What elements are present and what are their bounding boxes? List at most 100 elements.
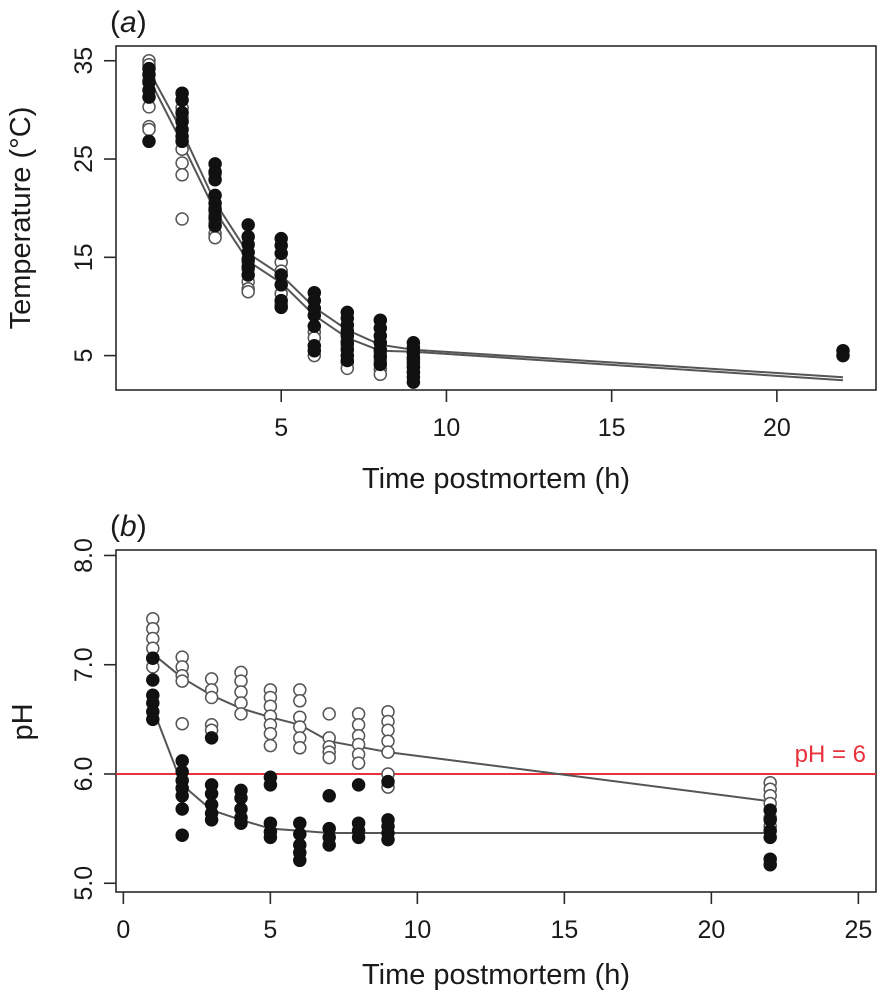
filled-point	[204, 813, 219, 827]
open-point	[263, 726, 278, 741]
open-point	[204, 672, 219, 686]
y-tick-label: 5.0	[70, 866, 98, 901]
open-point	[175, 212, 189, 226]
filled-point	[175, 789, 189, 803]
filled-point	[351, 830, 366, 845]
filled-point	[381, 832, 395, 847]
open-point	[175, 156, 189, 170]
panel-b-ph-chart: (b) 5.0 6.0 7.0 8.0 0 5 10 15 20 25 pH = 6 Time …	[7, 510, 877, 991]
filled-point	[142, 90, 156, 104]
filled-point	[175, 93, 189, 107]
panel-a-label: (a)	[110, 6, 147, 39]
filled-point	[351, 778, 366, 792]
open-point	[241, 284, 255, 299]
y-tick-label: 7.0	[70, 647, 98, 682]
filled-point	[763, 830, 777, 845]
y-tick-label: 15	[70, 243, 98, 271]
x-tick-label: 10	[433, 414, 461, 442]
filled-point	[836, 348, 850, 363]
x-tick-label: 10	[403, 916, 431, 944]
filled-point	[208, 172, 222, 187]
fit-line-2	[152, 653, 771, 803]
panel-b-fit-lines	[151, 653, 771, 834]
open-point	[351, 756, 366, 770]
panel-b-y-axis-title: pH	[7, 703, 39, 740]
open-point	[293, 741, 307, 755]
fit-line-2	[148, 70, 844, 379]
filled-point	[381, 774, 395, 789]
open-point	[175, 674, 189, 688]
filled-point	[763, 857, 777, 872]
x-tick-label: 20	[697, 916, 725, 944]
open-point	[381, 745, 395, 759]
x-tick-label: 5	[263, 916, 277, 944]
y-tick-label: 25	[70, 145, 98, 173]
filled-point	[373, 357, 388, 372]
filled-point	[146, 673, 160, 687]
filled-point	[208, 219, 222, 233]
panel-b-label: (b)	[110, 510, 147, 543]
panel-a-x-axis: 5 10 15 20	[274, 390, 791, 442]
filled-point	[274, 246, 288, 261]
x-tick-label: 15	[550, 916, 578, 944]
y-tick-label: 8.0	[70, 538, 98, 573]
panel-a-fit-lines	[148, 70, 844, 382]
panel-a-y-axis: 5 15 25 35	[70, 47, 116, 363]
open-point	[208, 230, 222, 245]
filled-point	[241, 218, 255, 232]
panel-a-plot-frame	[115, 45, 877, 391]
open-point	[175, 716, 189, 731]
fit-line-3	[148, 77, 844, 382]
filled-point	[241, 268, 255, 282]
filled-point	[234, 791, 248, 805]
filled-point	[263, 830, 278, 845]
y-tick-label: 35	[70, 47, 98, 75]
panel-b-x-axis-title: Time postmortem (h)	[362, 959, 630, 991]
filled-point	[340, 353, 355, 368]
filled-point	[274, 300, 288, 315]
filled-point	[175, 134, 189, 149]
open-point	[175, 168, 189, 182]
filled-point	[175, 828, 189, 842]
filled-point	[307, 319, 322, 333]
x-tick-label: 0	[116, 916, 130, 944]
ph-reference-label: pH = 6	[795, 741, 866, 768]
panel-a-x-axis-title: Time postmortem (h)	[362, 463, 630, 495]
filled-point	[146, 651, 160, 665]
y-tick-label: 6.0	[70, 757, 98, 792]
open-point	[142, 122, 156, 137]
open-point	[204, 690, 219, 705]
x-tick-label: 5	[274, 414, 288, 442]
open-point	[322, 750, 336, 765]
panel-a-y-axis-title: Temperature (°C)	[5, 107, 37, 330]
filled-point	[142, 134, 156, 149]
panel-a-points	[142, 53, 850, 389]
open-point	[263, 738, 278, 753]
filled-point	[234, 816, 248, 830]
panel-b-x-axis: 0 5 10 15 20 25	[116, 892, 872, 944]
filled-point	[406, 375, 421, 389]
open-point	[351, 718, 366, 732]
open-point	[234, 707, 248, 721]
y-tick-label: 5	[70, 349, 98, 363]
x-tick-label: 25	[844, 916, 872, 944]
filled-point	[274, 278, 288, 292]
panel-b-points	[146, 612, 777, 872]
filled-point	[175, 802, 189, 816]
open-point	[234, 685, 248, 699]
fit-line-3	[151, 708, 771, 834]
panel-b-plot-frame	[115, 549, 877, 893]
panel-b-y-axis: 5.0 6.0 7.0 8.0	[70, 538, 116, 901]
filled-point	[322, 838, 336, 852]
x-tick-label: 20	[763, 414, 791, 442]
x-tick-label: 15	[598, 414, 626, 442]
filled-point	[263, 778, 278, 792]
open-point	[293, 694, 307, 708]
filled-point	[146, 712, 160, 727]
filled-point	[322, 789, 336, 803]
filled-point	[307, 343, 322, 358]
filled-point	[293, 853, 307, 868]
open-point	[322, 707, 336, 721]
